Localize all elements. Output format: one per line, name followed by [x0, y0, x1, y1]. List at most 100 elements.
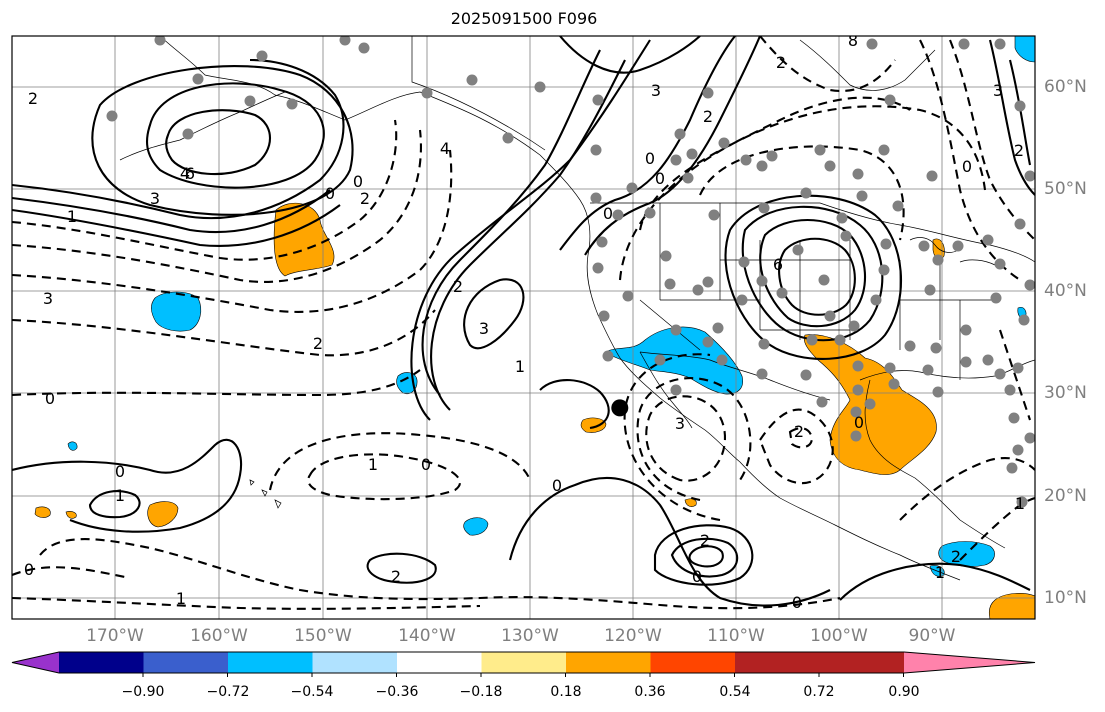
contour-label: 0 — [692, 567, 702, 586]
us-canada-border — [590, 202, 1035, 263]
contour-positive — [145, 82, 325, 189]
contour-positive — [12, 189, 331, 234]
contour-label: 2 — [360, 189, 370, 208]
colorbar-box — [735, 652, 904, 673]
colorbar-box — [312, 652, 397, 673]
colorbar-tick-label: 0.36 — [634, 684, 666, 700]
contour-negative — [758, 408, 834, 485]
contour-label: 2 — [703, 107, 713, 126]
contour-label: 2 — [453, 277, 463, 296]
contour-label: 0 — [353, 172, 363, 191]
baja-peninsula — [639, 351, 693, 429]
contour-label: 8 — [848, 31, 858, 50]
lat-label: 10°N — [1044, 588, 1087, 608]
contour-negative — [899, 456, 1035, 521]
contour-label: 4 — [440, 139, 450, 158]
contour-label: 6 — [185, 164, 195, 183]
contour-label: 0 — [115, 462, 125, 481]
positive-fill — [34, 506, 51, 518]
contour-negative — [645, 395, 727, 482]
positive-fill — [580, 417, 607, 433]
contour-positive — [12, 58, 345, 220]
contour-label: 6 — [773, 255, 783, 274]
contour-label: 0 — [645, 149, 655, 168]
contour-label: 0 — [962, 157, 972, 176]
contour-negative — [12, 149, 453, 313]
contour-positive — [539, 379, 610, 430]
contour-positive — [688, 545, 724, 568]
colorbar-box — [397, 652, 482, 673]
contour-positive — [410, 39, 651, 421]
contour-label: 4 — [180, 164, 190, 183]
contour-label: 3 — [993, 81, 1003, 100]
lon-label: 90°W — [908, 626, 956, 646]
contour-label: 3 — [651, 81, 661, 100]
contour-negative — [12, 566, 131, 580]
colorbar-tick-label: 0.54 — [719, 684, 751, 700]
contour-label: 1 — [935, 563, 945, 582]
colorbar-box — [143, 652, 228, 673]
contour-positive — [741, 205, 884, 342]
contour-positive — [463, 278, 525, 350]
colorbar-box — [650, 652, 735, 673]
contour-negative — [638, 96, 911, 231]
contour-label: 0 — [792, 593, 802, 612]
us-mexico-border — [639, 351, 831, 401]
contour-positive — [778, 237, 856, 316]
lat-label: 20°N — [1044, 486, 1087, 506]
lon-label: 130°W — [501, 626, 559, 646]
colorbar-outline — [11, 651, 1036, 674]
contour-label: 0 — [24, 560, 34, 579]
contour-positive — [653, 524, 754, 586]
contour-positive — [670, 537, 739, 578]
na-west-coast — [579, 199, 961, 581]
contour-positive — [839, 562, 1031, 601]
contour-positive — [559, 36, 736, 251]
contour-label: 0 — [45, 389, 55, 408]
lon-label: 140°W — [398, 626, 456, 646]
colorbar-tick-label: −0.90 — [121, 684, 165, 700]
negative-fill — [151, 291, 202, 332]
colorbar-box — [228, 652, 313, 673]
negative-fill — [463, 517, 489, 536]
lat-label: 50°N — [1044, 179, 1087, 199]
hudson-bay — [799, 39, 936, 91]
contour-label: 3 — [150, 189, 160, 208]
contour-label: 3 — [43, 289, 53, 308]
contour-positive — [91, 65, 354, 216]
contour-negative — [788, 427, 814, 449]
negative-anomaly-fills — [67, 36, 1035, 577]
contour-negative — [12, 369, 421, 397]
contour-negative — [919, 39, 1021, 281]
contour-label: 1 — [515, 357, 525, 376]
contour-negative — [12, 596, 481, 610]
lon-label: 110°W — [707, 626, 765, 646]
contour-negative — [307, 453, 461, 501]
lon-label: 170°W — [86, 626, 144, 646]
colorbar-tick-label: −0.18 — [459, 684, 503, 700]
contour-positive — [508, 477, 831, 607]
contour-positive — [366, 552, 437, 584]
contour-positive — [430, 59, 626, 411]
colorbar-tick-label: −0.36 — [375, 684, 419, 700]
contour-label: 2 — [1014, 141, 1024, 160]
map-frame — [11, 35, 1036, 620]
contour-label: 0 — [421, 455, 431, 474]
contour-lines — [12, 36, 1035, 610]
contour-label: 2 — [700, 531, 710, 550]
station-markers — [106, 36, 1035, 508]
colorbar-extend-high — [904, 652, 1035, 673]
contour-positive — [88, 490, 141, 519]
contour-label: 0 — [603, 204, 613, 223]
colorbar-tick-label: 0.72 — [803, 684, 835, 700]
contour-label: 1 — [115, 486, 125, 505]
contour-positive — [12, 204, 341, 247]
contour-negative — [12, 309, 436, 357]
contour-label: 2 — [794, 422, 804, 441]
colorbar-extend-low — [12, 652, 59, 673]
contour-label: 0 — [655, 169, 665, 188]
positive-fill — [988, 593, 1035, 619]
contour-negative — [759, 36, 896, 92]
